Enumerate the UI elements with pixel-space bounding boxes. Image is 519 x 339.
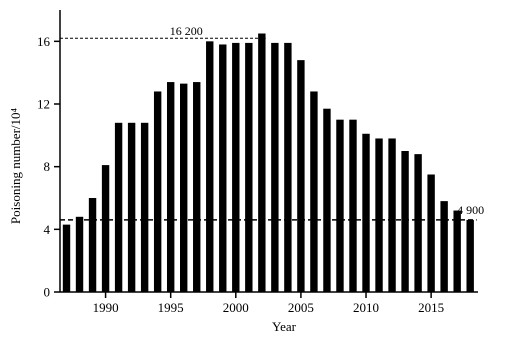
y-tick-label-12: 12 [37,97,50,112]
bar-1991 [114,122,123,292]
bar-2016 [440,201,448,292]
reference-lines-group: 16 200 4 900 [60,24,484,221]
bar-2004 [284,42,292,293]
x-tick-label-2015: 2015 [418,300,444,315]
bar-2013 [401,151,409,292]
bar-2000 [232,42,240,293]
bar-1999 [219,44,227,292]
bar-1994 [153,91,162,292]
bars-group [62,33,474,293]
y-tick-label-0: 0 [44,285,51,300]
bar-2012 [388,138,396,292]
bar-2002 [258,33,266,292]
bar-2006 [310,91,318,292]
bar-1998 [206,41,214,292]
x-tick-label-2000: 2000 [223,300,249,315]
bar-2011 [375,138,383,292]
y-tick-label-4: 4 [44,222,51,237]
bar-2014 [414,154,422,292]
bar-1990 [101,165,110,292]
x-ticks-group: 1990 1995 2000 2005 2010 2015 [93,292,444,315]
x-tick-label-2010: 2010 [353,300,379,315]
y-ticks-group: 0 4 8 12 16 [37,34,60,300]
bar-2015 [427,174,435,292]
bar-2010 [362,133,370,292]
bar-2007 [323,108,331,292]
bar-2003 [271,42,279,293]
bar-2001 [245,42,253,293]
bar-1989 [88,198,97,292]
bar-1992 [127,122,136,292]
bar-2018 [466,219,474,292]
y-tick-label-16: 16 [37,34,51,49]
y-tick-label-8: 8 [44,159,51,174]
bar-2009 [349,119,357,292]
bar-1993 [140,122,149,292]
x-tick-label-1990: 1990 [93,300,119,315]
bar-1996 [180,83,188,292]
bar-2005 [297,60,305,292]
reference-label-current: 4 900 [457,203,484,217]
bar-2008 [336,119,344,292]
reference-label-max: 16 200 [170,24,203,38]
bar-2017 [453,210,461,292]
x-tick-label-2005: 2005 [288,300,314,315]
bar-1997 [193,82,201,292]
x-axis-title: Year [272,319,297,334]
bar-1987 [62,224,71,292]
y-axis-title: Poisoning number/10⁴ [8,107,23,224]
bar-1988 [75,216,84,292]
bar-1995 [166,82,175,292]
x-tick-label-1995: 1995 [158,300,184,315]
